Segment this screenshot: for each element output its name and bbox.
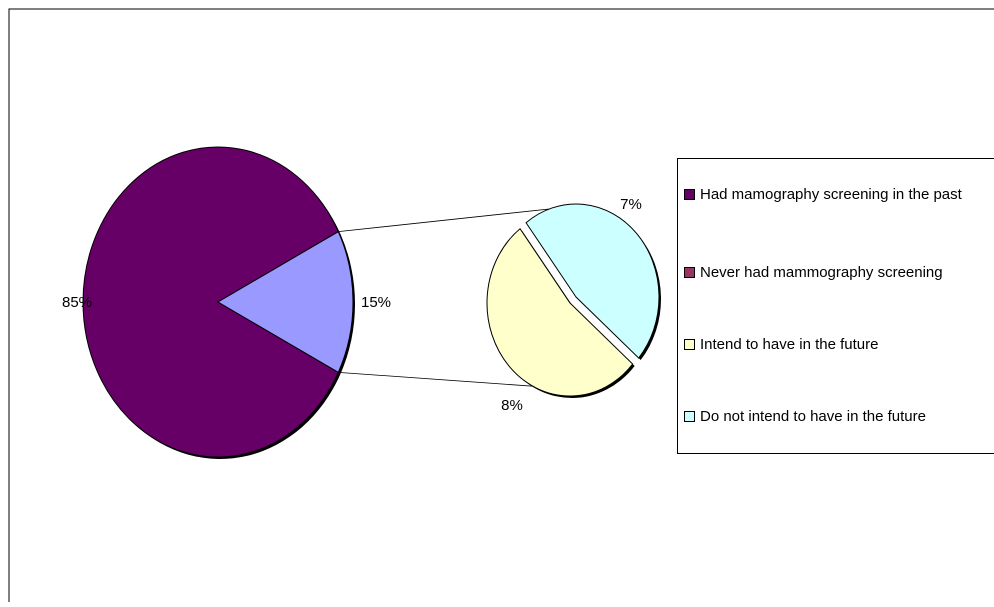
legend-label: Do not intend to have in the future <box>700 407 926 425</box>
main-pie <box>82 146 355 459</box>
legend-label: Intend to have in the future <box>700 335 879 353</box>
legend-item: Never had mammography screening <box>684 262 943 282</box>
plot-frame <box>8 8 994 607</box>
data-label: 7% <box>620 196 642 213</box>
legend-item: Do not intend to have in the future <box>684 406 926 426</box>
secondary-pie-slice <box>486 227 634 397</box>
secondary-pie <box>486 203 661 399</box>
legend-swatch <box>684 410 695 422</box>
legend: Had mamography screening in the past Nev… <box>677 158 994 454</box>
data-label: 15% <box>361 294 391 311</box>
main-pie-slice <box>217 230 354 374</box>
legend-swatch <box>684 266 695 278</box>
legend-item: Had mamography screening in the past <box>684 184 962 204</box>
legend-swatch <box>684 188 695 200</box>
legend-item: Intend to have in the future <box>684 334 878 354</box>
data-labels: 85% 15% 8% 7% <box>62 196 642 414</box>
connector-line-bottom <box>338 371 559 389</box>
connector-lines <box>338 206 569 389</box>
data-label: 85% <box>62 294 92 311</box>
legend-label: Had mamography screening in the past <box>700 185 962 203</box>
secondary-pie-slice <box>525 203 660 359</box>
data-label: 8% <box>501 397 523 414</box>
legend-swatch <box>684 338 695 350</box>
legend-label: Never had mammography screening <box>700 263 943 281</box>
connector-line-top <box>338 206 569 233</box>
main-pie-slice <box>82 146 339 458</box>
